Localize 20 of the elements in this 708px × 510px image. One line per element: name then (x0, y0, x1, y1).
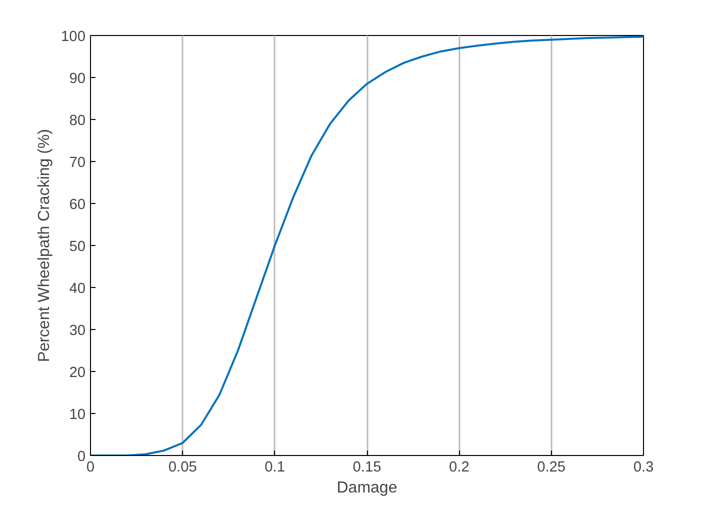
y-tick-label: 20 (69, 365, 86, 381)
x-tick-label: 0.3 (633, 460, 654, 476)
y-tick-label: 60 (69, 197, 86, 213)
y-tick-label: 100 (61, 29, 86, 45)
x-tick-label: 0.05 (168, 460, 197, 476)
line-series (90, 36, 644, 456)
y-tick-label: 40 (69, 281, 86, 297)
y-tick-label: 10 (69, 407, 86, 423)
x-tick-label: 0.15 (352, 460, 382, 476)
y-tick-label: 70 (69, 155, 86, 171)
y-tick-label: 50 (69, 239, 86, 255)
x-tick-label: 0.1 (264, 460, 286, 476)
y-tick-label: 80 (69, 113, 86, 129)
y-tick-label: 0 (77, 449, 86, 465)
x-tick-label: 0.25 (537, 460, 566, 476)
y-tick-label: 30 (69, 323, 86, 339)
y-axis-title: Percent Wheelpath Cracking (%) (36, 129, 54, 362)
x-tick-label: 0.2 (448, 460, 470, 476)
x-axis-title: Damage (336, 480, 398, 496)
y-tick-label: 90 (69, 71, 86, 87)
